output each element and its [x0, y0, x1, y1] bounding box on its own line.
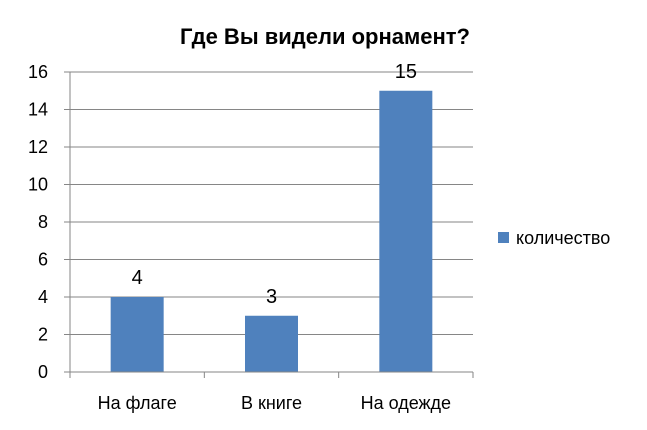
y-tick-label: 4 [38, 287, 48, 307]
y-tick-label: 8 [38, 212, 48, 232]
chart-title: Где Вы видели орнамент? [180, 24, 470, 49]
y-tick-label: 14 [28, 100, 48, 120]
y-tick-label: 10 [28, 175, 48, 195]
y-tick-label: 2 [38, 325, 48, 345]
x-tick-label: На флаге [98, 393, 177, 413]
bars [110, 90, 433, 372]
data-label: 3 [266, 286, 277, 308]
x-axis: На флаге В книге На одежде [69, 371, 474, 413]
y-tick-label: 0 [38, 362, 48, 382]
data-labels: 4 3 15 [132, 61, 417, 308]
bar [110, 297, 164, 372]
x-tick-label: На одежде [361, 393, 452, 413]
y-tick-label: 6 [38, 250, 48, 270]
legend-label: количество [516, 228, 610, 248]
data-label: 4 [132, 267, 143, 289]
bar [245, 315, 298, 372]
legend-swatch [498, 232, 509, 243]
legend: количество [498, 228, 610, 248]
bar [379, 90, 433, 372]
data-label: 15 [395, 61, 417, 83]
y-tick-label: 16 [28, 62, 48, 82]
x-tick-label: В книге [241, 393, 302, 413]
y-axis: 0 2 4 6 8 10 12 14 16 [28, 62, 71, 382]
y-tick-label: 12 [28, 137, 48, 157]
